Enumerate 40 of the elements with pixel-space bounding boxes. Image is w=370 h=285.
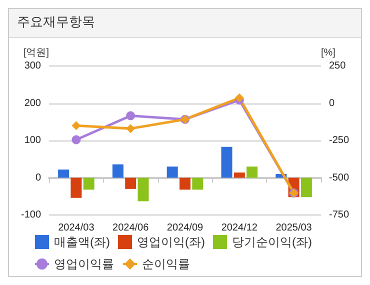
bar: [180, 178, 190, 190]
y2-tick-label: -250: [329, 135, 350, 146]
legend-label: 영업이익률: [54, 257, 114, 271]
bar: [300, 178, 312, 198]
legend-label: 순이익률: [142, 257, 190, 271]
x-tick-label: 2024/12: [221, 222, 258, 234]
bar: [166, 166, 178, 178]
point: [126, 111, 136, 120]
bar: [192, 178, 204, 190]
legend-label: 영업이익(좌): [136, 235, 205, 249]
chart-title: 주요재무항목: [9, 9, 361, 38]
y2-tick-label: -750: [329, 210, 350, 220]
x-tick-label: 2025/03: [276, 222, 312, 234]
legend-label: 당기순이익(좌): [232, 235, 312, 249]
y-tick-label: 0: [35, 172, 42, 184]
x-tick-label: 2024/09: [166, 222, 204, 234]
y-tick-label: 100: [24, 135, 42, 146]
bar: [125, 178, 136, 189]
point: [126, 124, 136, 134]
bar: [112, 164, 124, 178]
y2-tick-label: -500: [329, 172, 350, 184]
bar: [221, 146, 232, 178]
bar: [246, 166, 258, 178]
bar: [234, 172, 245, 178]
x-tick-label: 2024/06: [112, 222, 150, 234]
legend-label: 매출액(좌): [54, 235, 110, 249]
bar: [83, 178, 94, 190]
y-tick-label: 200: [24, 98, 42, 109]
y2-tick-label: 250: [329, 60, 346, 72]
bar: [58, 170, 70, 178]
y2-tick-label: 0: [329, 98, 335, 109]
x-tick-label: 2024/03: [58, 222, 95, 234]
bar: [138, 178, 149, 202]
y2-axis-title: [%]: [321, 48, 336, 58]
y-axis-title: [억원]: [23, 48, 50, 58]
y-tick-label: 300: [24, 60, 42, 72]
point: [72, 121, 81, 130]
y-tick-label: -100: [20, 210, 42, 220]
bar: [70, 178, 82, 198]
point: [72, 135, 81, 144]
